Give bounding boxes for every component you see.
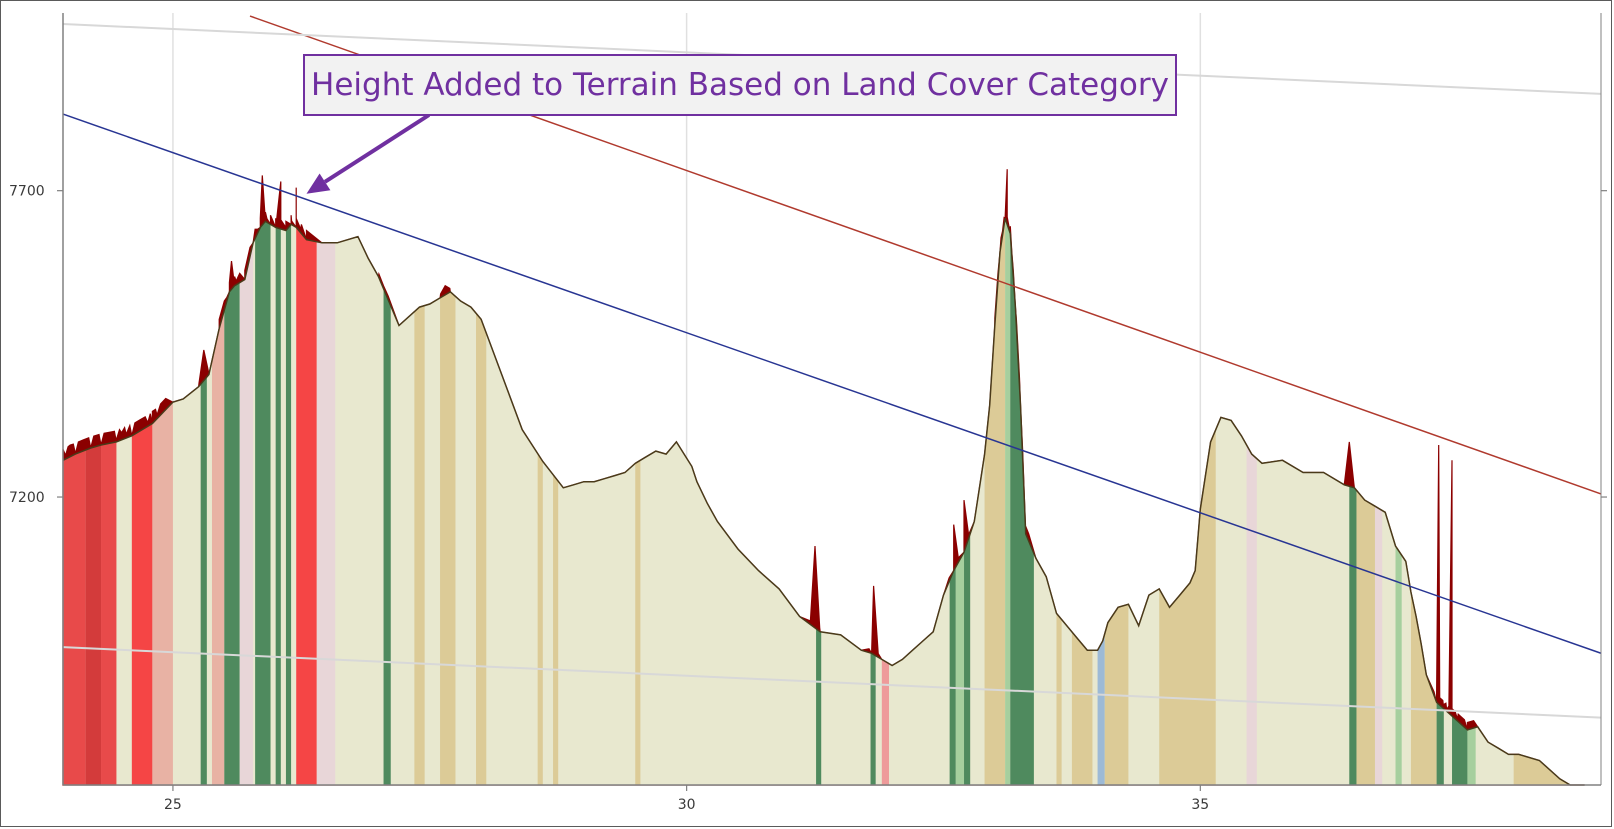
land-cover-band	[1349, 218, 1357, 785]
land-cover-band	[1452, 218, 1468, 785]
terrain-outline	[62, 218, 1585, 786]
land-cover-band	[949, 218, 956, 785]
terrain-outline-layer	[62, 218, 1585, 786]
land-cover-band	[537, 218, 543, 785]
land-cover-band	[984, 218, 1006, 785]
land-cover-band	[1005, 218, 1011, 785]
land-cover-band	[275, 218, 281, 785]
land-cover-band	[239, 218, 254, 785]
sight-line-3	[62, 646, 1602, 719]
land-cover-band	[1395, 218, 1402, 785]
land-cover-band	[1467, 218, 1476, 785]
tick-labels: 25 30 35 7200 7700	[9, 184, 1607, 813]
land-cover-band	[1056, 218, 1062, 785]
land-cover-band	[383, 218, 391, 785]
axes	[62, 13, 1602, 786]
annotation-arrow-shaft	[323, 113, 431, 184]
land-cover-band	[255, 218, 271, 785]
land-cover-band	[316, 218, 336, 785]
land-cover-band	[224, 218, 240, 785]
land-cover-band	[414, 218, 425, 785]
annotation-arrow-head	[306, 173, 331, 194]
x-tick-label: 30	[678, 797, 696, 813]
land-cover-band	[1071, 218, 1093, 785]
land-cover-band	[440, 218, 456, 785]
y-tick-label: 7200	[9, 490, 45, 506]
land-cover-band	[1246, 218, 1257, 785]
land-cover-band	[1104, 218, 1129, 785]
land-cover-band	[964, 218, 971, 785]
y-tick-label: 7700	[9, 184, 45, 200]
land-cover-band	[1356, 218, 1375, 785]
land-cover-band	[63, 218, 86, 785]
x-tick-label: 35	[1191, 797, 1209, 813]
land-cover-band	[881, 218, 890, 785]
land-cover-band	[1097, 218, 1105, 785]
land-cover-band	[1159, 218, 1216, 785]
land-cover-band	[1410, 218, 1437, 785]
x-tick-label: 25	[164, 797, 182, 813]
land-cover-band	[1374, 218, 1383, 785]
annotation-arrow-layer	[306, 113, 431, 194]
land-cover-band	[816, 218, 822, 785]
land-cover-band	[131, 218, 153, 785]
land-cover-band	[296, 218, 317, 785]
land-cover-band	[211, 218, 225, 785]
land-cover-band	[553, 218, 559, 785]
sight-line-0	[62, 113, 1602, 654]
land-cover-band	[85, 218, 102, 785]
land-cover-band	[635, 218, 641, 785]
land-cover-band	[285, 218, 292, 785]
land-cover-band	[476, 218, 487, 785]
land-cover-band	[955, 218, 965, 785]
land-cover-band	[200, 218, 207, 785]
annotation-callout: Height Added to Terrain Based on Land Co…	[303, 54, 1177, 116]
land-cover-band	[152, 218, 173, 785]
land-cover-band	[1010, 218, 1034, 785]
land-cover-band	[1513, 218, 1585, 785]
